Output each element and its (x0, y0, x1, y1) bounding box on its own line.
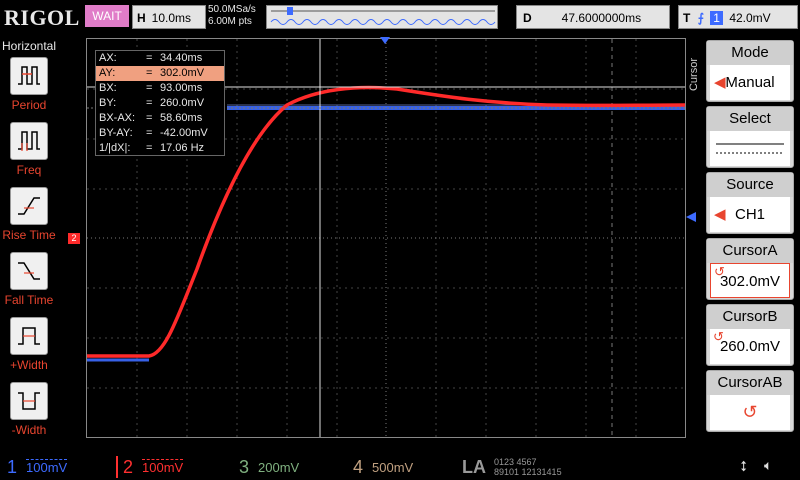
rotate-knob-icon: ↺ (742, 402, 758, 422)
cursor-readout-panel: AX: = 34.40ms AY: = 302.0mV BX: = 93.00ms BY: =… (95, 50, 225, 156)
cursor-b-softkey[interactable]: CursorB ↺ 260.0mV (706, 304, 794, 366)
memory-waveform-icon (270, 7, 496, 25)
readout-row-bx: BX: = 93.00ms (99, 82, 203, 94)
negative-width-label: -Width (11, 423, 47, 437)
sample-rate: 50.0MSa/s (208, 4, 256, 15)
rising-edge-icon: ⨍ (697, 11, 704, 25)
left-arrow-icon: ◀ (714, 206, 726, 223)
measure-period-button[interactable]: Period (0, 57, 58, 122)
fall-time-icon (10, 252, 48, 290)
rotate-knob-icon: ↺ (714, 264, 725, 279)
cursor-a-value: ↺ 302.0mV (710, 263, 790, 298)
cursor-softkey-menu: Mode ◀ Manual Select Source ◀ CH1 CursorA … (700, 36, 800, 452)
measure-negative-width-button[interactable]: -Width (0, 382, 58, 447)
waveform-canvas (87, 39, 686, 437)
channel-3-indicator[interactable]: 3 200mV (234, 456, 342, 478)
readout-row-ay: AY: = 302.0mV (96, 66, 224, 81)
channel-3-number: 3 (238, 456, 249, 477)
channel-1-scale: 100mV (26, 459, 68, 475)
cursor-a-title: CursorA (707, 239, 793, 263)
delay-label: D (523, 11, 532, 25)
readout-row-ax: AX: = 34.40ms (99, 52, 203, 64)
readout-row-bx-ax: BX-AX: = 58.60ms (99, 112, 203, 124)
cursor-ab-softkey[interactable]: CursorAB ↺ (706, 370, 794, 432)
trigger-label: T (683, 11, 691, 25)
select-softkey[interactable]: Select (706, 106, 794, 168)
cursor-menu-side-title: Cursor (688, 58, 700, 92)
readout-row-by-ay: BY-AY: = -42.00mV (99, 127, 208, 139)
horizontal-label: H (137, 11, 146, 25)
rise-time-icon (10, 187, 48, 225)
fall-time-label: Fall Time (4, 293, 54, 307)
channel-1-indicator[interactable]: 1 100mV (2, 456, 112, 478)
channel-4-indicator[interactable]: 4 500mV (348, 456, 456, 478)
mode-title: Mode (707, 41, 793, 65)
brand-logo: RIGOL (4, 5, 80, 30)
channel-3-scale: 200mV (258, 459, 300, 475)
readout-row-by: BY: = 260.0mV (99, 97, 205, 109)
positive-width-label: +Width (10, 358, 48, 372)
timebase-value: 10.0ms (151, 11, 192, 25)
cursor-a-softkey[interactable]: CursorA ↺ 302.0mV (706, 238, 794, 300)
la-bit-status: 0123 4567 89101 12131415 (494, 457, 562, 477)
mode-softkey[interactable]: Mode ◀ Manual (706, 40, 794, 102)
freq-label: Freq (16, 163, 42, 177)
channel-2-number: 2 (122, 456, 133, 477)
la-label: LA (462, 456, 486, 477)
mode-value: ◀ Manual (710, 65, 790, 100)
positive-width-icon (10, 317, 48, 355)
rise-time-label: Rise Time (2, 228, 56, 242)
channel-4-scale: 500mV (372, 459, 414, 475)
la-bits-top: 0123 4567 (494, 457, 537, 467)
logic-analyzer-indicator[interactable]: LA 0123 4567 89101 12131415 (462, 456, 612, 478)
timebase-box[interactable]: H 10.0ms (132, 5, 206, 29)
delay-box[interactable]: D 47.6000000ms (516, 5, 670, 29)
period-label: Period (11, 98, 47, 112)
source-title: Source (707, 173, 793, 197)
trigger-position-marker (380, 37, 390, 44)
measure-freq-button[interactable]: Freq (0, 122, 58, 187)
measure-fall-time-button[interactable]: Fall Time (0, 252, 58, 317)
menu-title: Horizontal (1, 39, 57, 53)
delay-value: 47.6000000ms (561, 11, 642, 25)
memory-position-bar[interactable] (266, 5, 498, 29)
period-icon (10, 57, 48, 95)
ch2-offset-marker[interactable]: 2 (68, 233, 80, 244)
select-title: Select (707, 107, 793, 131)
channel-status-bar: 1 100mV 2 100mV 3 200mV 4 500mV LA 0123 … (0, 454, 800, 480)
channel-2-scale: 100mV (142, 459, 184, 475)
left-arrow-icon: ◀ (714, 74, 726, 91)
source-softkey[interactable]: Source ◀ CH1 (706, 172, 794, 234)
cursor-ab-knob: ↺ (710, 395, 790, 430)
trigger-level-marker[interactable] (686, 212, 696, 222)
measure-positive-width-button[interactable]: +Width (0, 317, 58, 382)
cursor-b-value: ↺ 260.0mV (710, 329, 790, 364)
channel-1-number: 1 (6, 456, 17, 477)
usb-icon: ⭥ (740, 458, 748, 474)
trigger-level: 42.0mV (729, 11, 771, 25)
horizontal-measure-menu: Horizontal Period Freq Rise Time Fall Ti… (0, 36, 58, 452)
source-value: ◀ CH1 (710, 197, 790, 232)
top-status-bar: RIGOL WAIT H 10.0ms 50.0MSa/s 6.00M pts D… (0, 0, 800, 36)
readout-row-inv-dx: 1/|dX|: = 17.06 Hz (99, 142, 205, 154)
trigger-channel-badge: 1 (710, 11, 723, 25)
channel-2-indicator[interactable]: 2 100mV (116, 456, 230, 478)
cursor-b-title: CursorB (707, 305, 793, 329)
negative-width-icon (10, 382, 48, 420)
run-status-badge[interactable]: WAIT (85, 5, 129, 27)
rotate-knob-icon: ↺ (713, 329, 724, 344)
channel-4-number: 4 (352, 456, 363, 477)
la-bits-bottom: 89101 12131415 (494, 467, 562, 477)
select-lines-icon (710, 131, 790, 166)
cursor-ab-title: CursorAB (707, 371, 793, 395)
speaker-mute-icon[interactable]: 🔈︎ (764, 457, 773, 473)
acquisition-info: 50.0MSa/s 6.00M pts (208, 4, 256, 28)
trigger-box[interactable]: T ⨍ 1 42.0mV (678, 5, 798, 29)
ch2-trace (87, 85, 686, 358)
measure-rise-time-button[interactable]: Rise Time (0, 187, 58, 252)
memory-depth: 6.00M pts (208, 16, 252, 27)
freq-icon (10, 122, 48, 160)
